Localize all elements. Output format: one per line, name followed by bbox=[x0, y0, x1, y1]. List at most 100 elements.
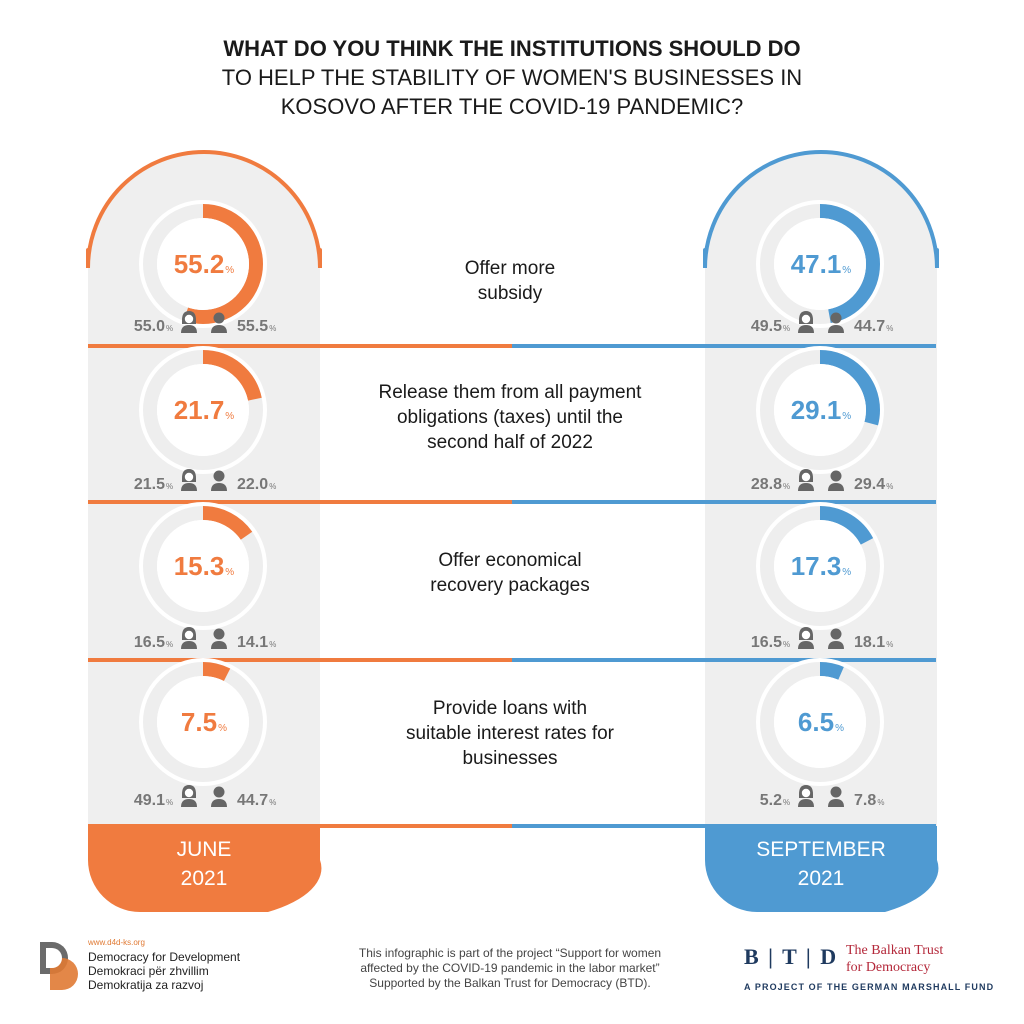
male-person-icon-0-0-head bbox=[213, 312, 225, 324]
male-person-icon-0-1-body bbox=[828, 325, 844, 333]
total-value-2-0: 15.3 bbox=[174, 551, 225, 581]
female-value-2-1: 16.5 bbox=[751, 634, 782, 651]
female-person-icon-0-0 bbox=[181, 311, 197, 333]
male-percent-sign-1-0: % bbox=[269, 482, 276, 491]
donut-segment-1-1 bbox=[760, 350, 880, 470]
donut-hole-0-0 bbox=[157, 218, 249, 310]
donut-hole-3-1 bbox=[774, 676, 866, 768]
d4d-logo-icon bbox=[40, 942, 78, 990]
period-arc-1 bbox=[703, 150, 939, 269]
male-percent-sign-3-0: % bbox=[269, 798, 276, 807]
total-value-0-1: 47.1 bbox=[791, 249, 842, 279]
total-percent-sign-2-1: % bbox=[842, 567, 851, 578]
footer-note: This infographic is part of the project … bbox=[300, 946, 720, 991]
male-person-icon-2-0-body bbox=[211, 641, 227, 649]
male-person-icon-0-1 bbox=[828, 312, 844, 333]
donut-hole-3-0 bbox=[157, 676, 249, 768]
total-percent-sign-3-0: % bbox=[218, 723, 227, 734]
male-person-icon-1-1 bbox=[828, 470, 844, 491]
female-value-1-1: 28.8 bbox=[751, 476, 782, 493]
donut-segment-2-0 bbox=[143, 506, 263, 626]
period-label-pill-1 bbox=[705, 826, 939, 912]
female-person-icon-0-1-body bbox=[798, 325, 814, 333]
female-percent-sign-3-1: % bbox=[783, 798, 790, 807]
donut-segment-0-1 bbox=[760, 204, 880, 324]
male-person-icon-3-1-head bbox=[830, 786, 842, 798]
female-value-3-0: 49.1 bbox=[134, 792, 165, 809]
category-label-0-line-0: Offer more bbox=[465, 258, 555, 279]
female-person-icon-1-0-body bbox=[181, 483, 197, 491]
donut-hole-1-0 bbox=[157, 364, 249, 456]
female-percent-sign-1-1: % bbox=[783, 482, 790, 491]
donut-segment-3-1 bbox=[760, 662, 880, 782]
female-percent-sign-1-0: % bbox=[166, 482, 173, 491]
donut-segment-0-0 bbox=[143, 204, 263, 324]
female-percent-sign-0-1: % bbox=[783, 324, 790, 333]
female-person-icon-0-1 bbox=[798, 311, 814, 333]
footer-note-line-2: affected by the COVID-19 pandemic in the… bbox=[360, 961, 660, 975]
category-label-3-line-1: suitable interest rates for bbox=[406, 723, 615, 744]
female-value-1-0: 21.5 bbox=[134, 476, 165, 493]
footer-note-line-1: This infographic is part of the project … bbox=[358, 946, 662, 960]
male-person-icon-3-0-body bbox=[211, 799, 227, 807]
total-percent-sign-1-1: % bbox=[842, 411, 851, 422]
female-person-icon-2-1-face bbox=[801, 630, 811, 640]
male-person-icon-0-0-body bbox=[211, 325, 227, 333]
total-value-0-0: 55.2 bbox=[174, 249, 225, 279]
category-label-2-line-1: recovery packages bbox=[430, 575, 589, 596]
male-person-icon-1-0-body bbox=[211, 483, 227, 491]
total-value-1-0: 21.7 bbox=[174, 395, 225, 425]
btd-subtitle: A PROJECT OF THE GERMAN MARSHALL FUND bbox=[744, 982, 995, 992]
female-percent-sign-3-0: % bbox=[166, 798, 173, 807]
female-person-icon-3-1 bbox=[798, 785, 814, 807]
male-person-icon-0-0 bbox=[211, 312, 227, 333]
female-percent-sign-0-0: % bbox=[166, 324, 173, 333]
period-label-line-2-0: 2021 bbox=[181, 867, 228, 890]
period-label-line-1-0: JUNE bbox=[177, 838, 232, 861]
male-percent-sign-1-1: % bbox=[886, 482, 893, 491]
female-percent-sign-2-0: % bbox=[166, 640, 173, 649]
male-person-icon-2-1-body bbox=[828, 641, 844, 649]
female-person-icon-1-0-face bbox=[184, 472, 194, 482]
d4d-url: www.d4d-ks.org bbox=[88, 938, 145, 947]
period-label-pill-0 bbox=[88, 826, 322, 912]
female-value-0-1: 49.5 bbox=[751, 318, 782, 335]
total-percent-sign-3-1: % bbox=[835, 723, 844, 734]
total-percent-sign-2-0: % bbox=[225, 567, 234, 578]
female-person-icon-2-1-body bbox=[798, 641, 814, 649]
male-person-icon-3-1-body bbox=[828, 799, 844, 807]
female-person-icon-3-1-body bbox=[798, 799, 814, 807]
male-person-icon-2-1 bbox=[828, 628, 844, 649]
female-person-icon-1-0 bbox=[181, 469, 197, 491]
footer-note-line-3: Supported by the Balkan Trust for Democr… bbox=[369, 976, 651, 990]
total-percent-sign-1-0: % bbox=[225, 411, 234, 422]
category-label-2-line-0: Offer economical bbox=[438, 550, 581, 571]
male-person-icon-1-1-head bbox=[830, 470, 842, 482]
total-percent-sign-0-1: % bbox=[842, 265, 851, 276]
title-line-1: WHAT DO YOU THINK THE INSTITUTIONS SHOUL… bbox=[223, 36, 801, 61]
title-line-3: KOSOVO AFTER THE COVID-19 PANDEMIC? bbox=[280, 94, 744, 119]
female-person-icon-1-1-body bbox=[798, 483, 814, 491]
btd-name-line-1: The Balkan Trust bbox=[846, 943, 944, 958]
male-person-icon-3-1 bbox=[828, 786, 844, 807]
donut-hole-2-0 bbox=[157, 520, 249, 612]
total-value-1-1: 29.1 bbox=[791, 395, 842, 425]
female-person-icon-2-1 bbox=[798, 627, 814, 649]
male-person-icon-2-0 bbox=[211, 628, 227, 649]
female-person-icon-0-0-body bbox=[181, 325, 197, 333]
btd-name-line-2: for Democracy bbox=[846, 960, 931, 975]
male-person-icon-2-0-head bbox=[213, 628, 225, 640]
title-line-2: TO HELP THE STABILITY OF WOMEN'S BUSINES… bbox=[221, 65, 803, 90]
female-person-icon-0-0-face bbox=[184, 314, 194, 324]
female-percent-sign-2-1: % bbox=[783, 640, 790, 649]
male-value-1-0: 22.0 bbox=[237, 476, 268, 493]
male-value-0-1: 44.7 bbox=[854, 318, 885, 335]
female-person-icon-3-1-face bbox=[801, 788, 811, 798]
category-label-1-line-0: Release them from all payment bbox=[379, 382, 643, 403]
period-label-line-1-1: SEPTEMBER bbox=[756, 838, 886, 861]
female-person-icon-3-0 bbox=[181, 785, 197, 807]
female-person-icon-3-0-face bbox=[184, 788, 194, 798]
total-value-2-1: 17.3 bbox=[791, 551, 842, 581]
male-person-icon-0-1-head bbox=[830, 312, 842, 324]
